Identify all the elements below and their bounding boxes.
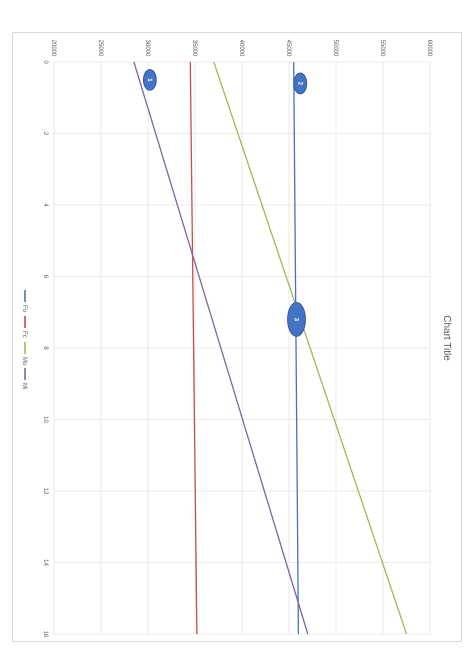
x-tick-label: 6 bbox=[42, 275, 48, 279]
y-tick-label: 20000 bbox=[50, 40, 56, 57]
x-tick-label: 8 bbox=[42, 346, 48, 350]
marker-2 bbox=[293, 72, 308, 95]
tick-layer: 20000 25000 30000 35000 40000 45000 50000 55000… bbox=[42, 40, 432, 638]
y-tick-label: 45000 bbox=[285, 40, 291, 57]
legend-label: Fo bbox=[21, 305, 27, 313]
marker-label: 1 bbox=[146, 78, 152, 82]
legend-label: Fc bbox=[21, 331, 27, 338]
marker-layer: 1 2 3 bbox=[142, 68, 308, 337]
marker-label: 2 bbox=[296, 82, 302, 86]
x-tick-label: 16 bbox=[42, 631, 48, 638]
series-line-mo bbox=[213, 61, 408, 635]
marker-1 bbox=[142, 68, 157, 91]
y-tick-label: 25000 bbox=[97, 40, 103, 57]
y-tick-label: 30000 bbox=[144, 40, 150, 57]
x-tick-label: 2 bbox=[42, 132, 48, 136]
series-line-fo bbox=[293, 61, 300, 635]
y-tick-label: 60000 bbox=[426, 40, 432, 57]
series-line-fc bbox=[189, 61, 198, 635]
grid-layer bbox=[53, 61, 431, 635]
x-tick-label: 12 bbox=[42, 488, 48, 495]
x-tick-label: 0 bbox=[42, 60, 48, 64]
legend: Fo Fc Mo Mi bbox=[21, 290, 27, 389]
x-tick-label: 4 bbox=[42, 203, 48, 207]
y-tick-label: 35000 bbox=[191, 40, 197, 57]
series-layer bbox=[133, 61, 408, 635]
legend-label: Mo bbox=[21, 357, 27, 366]
x-tick-label: 10 bbox=[42, 416, 48, 423]
y-tick-label: 55000 bbox=[379, 40, 385, 57]
y-tick-label: 40000 bbox=[238, 40, 244, 57]
chart-title: Chart Title bbox=[441, 315, 452, 361]
x-tick-label: 14 bbox=[42, 559, 48, 566]
series-line-mi bbox=[133, 61, 309, 635]
marker-label: 3 bbox=[293, 318, 299, 322]
y-tick-label: 50000 bbox=[332, 40, 338, 57]
legend-label: Mi bbox=[21, 383, 27, 389]
marker-3 bbox=[287, 301, 306, 337]
